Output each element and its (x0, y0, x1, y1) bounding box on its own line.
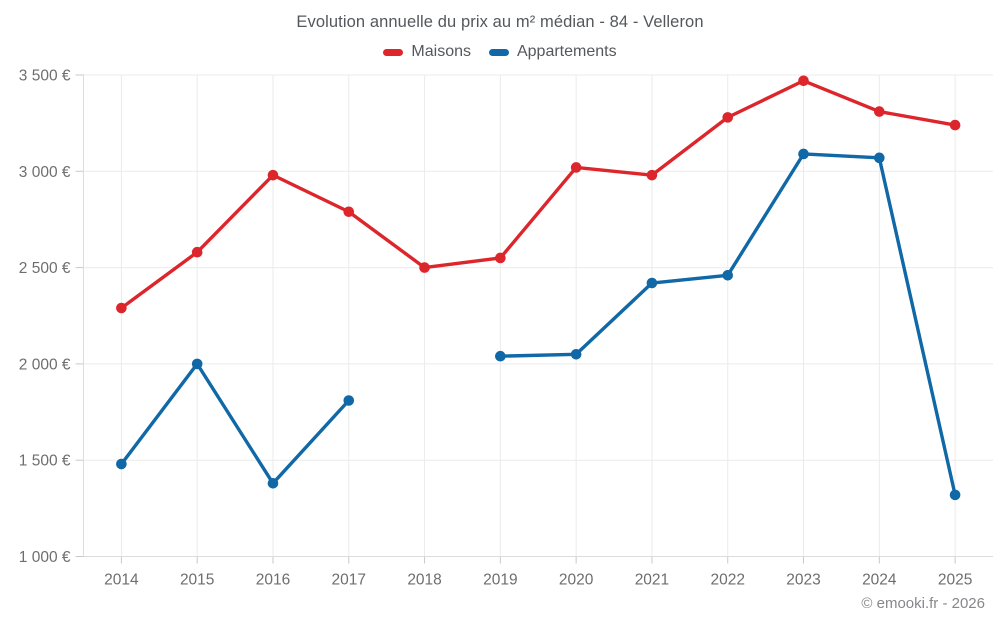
data-point-appartements-2025[interactable] (949, 489, 961, 501)
y-axis-label: 2 500 € (19, 260, 71, 277)
data-point-maisons-2023[interactable] (798, 75, 809, 87)
data-point-maisons-2017[interactable] (343, 206, 355, 218)
data-point-maisons-2021[interactable] (646, 169, 658, 181)
data-point-appartements-2014[interactable] (116, 458, 127, 470)
x-axis-label: 2017 (332, 572, 366, 589)
data-point-maisons-2022[interactable] (722, 112, 734, 123)
x-axis-label: 2014 (104, 572, 139, 589)
legend-item-appartements[interactable]: Appartements (488, 43, 617, 61)
x-axis-label: 2020 (559, 572, 594, 589)
series-line-appartements (119, 362, 351, 486)
data-point-maisons-2020[interactable] (570, 162, 582, 173)
x-axis-label: 2016 (256, 572, 290, 589)
series-line-maisons (119, 79, 957, 310)
emooki-credit-link[interactable]: © emooki.fr - 2026 (861, 595, 985, 612)
chart-title: Evolution annuelle du prix au m² médian … (296, 13, 704, 31)
data-point-maisons-2015[interactable] (191, 246, 203, 258)
x-axis-label: 2015 (180, 572, 214, 589)
x-axis-label: 2022 (710, 572, 744, 589)
x-axis-label: 2018 (407, 572, 441, 589)
data-point-maisons-2018[interactable] (419, 262, 430, 273)
data-point-appartements-2015[interactable] (191, 358, 203, 370)
y-axis-label: 3 000 € (19, 164, 71, 181)
x-axis-label: 2023 (786, 572, 820, 589)
y-axis-label: 1 000 € (19, 549, 71, 566)
x-axis-label: 2021 (635, 572, 669, 589)
legend-item-maisons[interactable]: Maisons (383, 43, 471, 61)
legend-label-maisons: Maisons (411, 43, 471, 60)
data-point-maisons-2024[interactable] (874, 106, 885, 117)
data-point-appartements-2020[interactable] (570, 348, 582, 360)
data-point-maisons-2019[interactable] (495, 252, 506, 264)
data-point-appartements-2016[interactable] (267, 478, 279, 489)
data-point-maisons-2025[interactable] (949, 119, 961, 131)
data-point-appartements-2023[interactable] (798, 148, 809, 160)
maisons-swatch-icon (383, 48, 404, 56)
x-axis-label: 2025 (938, 572, 972, 589)
data-point-appartements-2019[interactable] (495, 350, 506, 362)
data-point-appartements-2022[interactable] (722, 270, 734, 281)
y-axis-label: 3 500 € (19, 68, 71, 85)
x-axis-label: 2024 (862, 572, 897, 589)
data-point-appartements-2017[interactable] (343, 395, 355, 406)
x-axis-label: 2019 (483, 572, 517, 589)
y-axis-label: 1 500 € (19, 453, 71, 470)
y-axis-label: 2 000 € (19, 356, 71, 373)
chart-legend: Maisons Appartements (0, 43, 1000, 61)
data-point-appartements-2021[interactable] (646, 277, 658, 289)
data-point-maisons-2016[interactable] (267, 169, 279, 181)
legend-label-appartements: Appartements (516, 43, 617, 60)
data-point-maisons-2014[interactable] (116, 302, 127, 314)
appartements-swatch-icon (488, 48, 509, 56)
data-point-appartements-2024[interactable] (874, 152, 885, 164)
